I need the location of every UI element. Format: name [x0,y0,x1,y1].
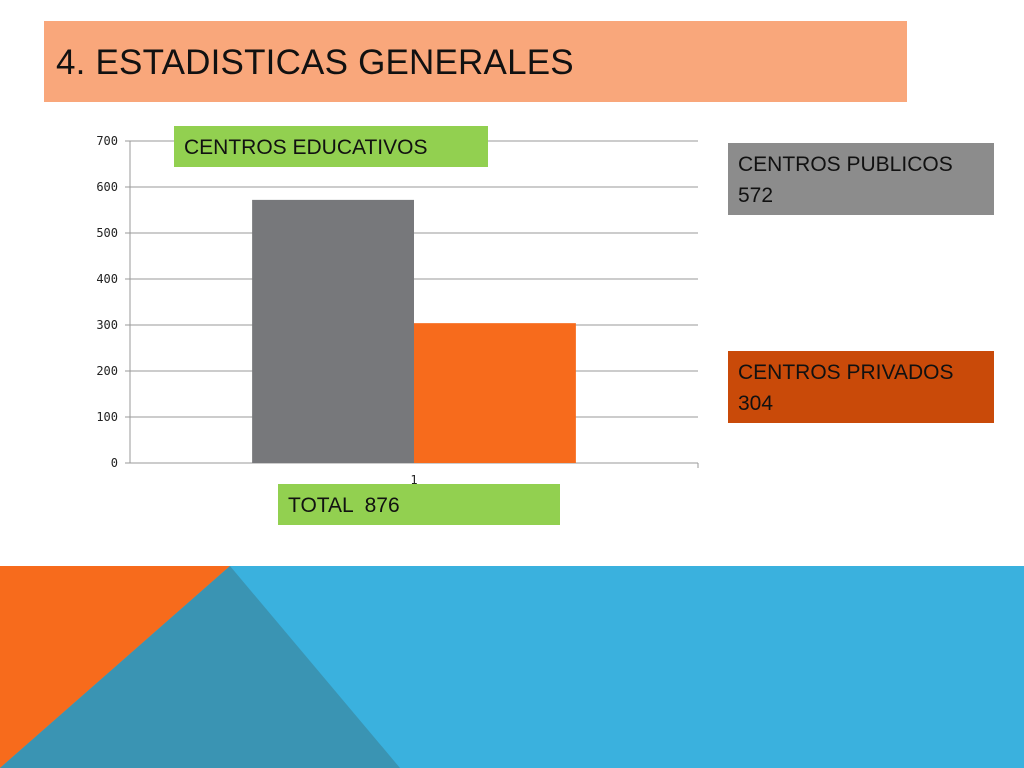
total-label: TOTAL 876 [278,484,560,525]
chart-title-label: CENTROS EDUCATIVOS [174,126,488,167]
y-tick-label: 200 [96,364,118,378]
footer-teal-triangle [0,566,400,768]
y-tick-label: 500 [96,226,118,240]
private-centers-title: CENTROS PRIVADOS [738,361,954,384]
slide-title: 4. ESTADISTICAS GENERALES [56,43,574,82]
private-centers-value: 304 [738,392,774,415]
public-centers-value: 572 [738,184,774,207]
public-centers-title: CENTROS PUBLICOS [738,153,953,176]
y-tick-label: 100 [96,410,118,424]
y-tick-label: 300 [96,318,118,332]
bar-1 [252,199,414,463]
private-centers-label: CENTROS PRIVADOS 304 [728,351,994,423]
bar-2 [414,323,576,463]
public-centers-label: CENTROS PUBLICOS 572 [728,143,994,215]
y-tick-label: 0 [111,456,118,470]
title-bar: 4. ESTADISTICAS GENERALES [44,21,907,102]
chart-title-text: CENTROS EDUCATIVOS [184,136,428,159]
y-tick-label: 600 [96,180,118,194]
y-tick-label: 400 [96,272,118,286]
y-tick-label: 700 [96,134,118,148]
total-text: TOTAL 876 [288,494,400,517]
x-tick-label: 1 [410,473,417,487]
